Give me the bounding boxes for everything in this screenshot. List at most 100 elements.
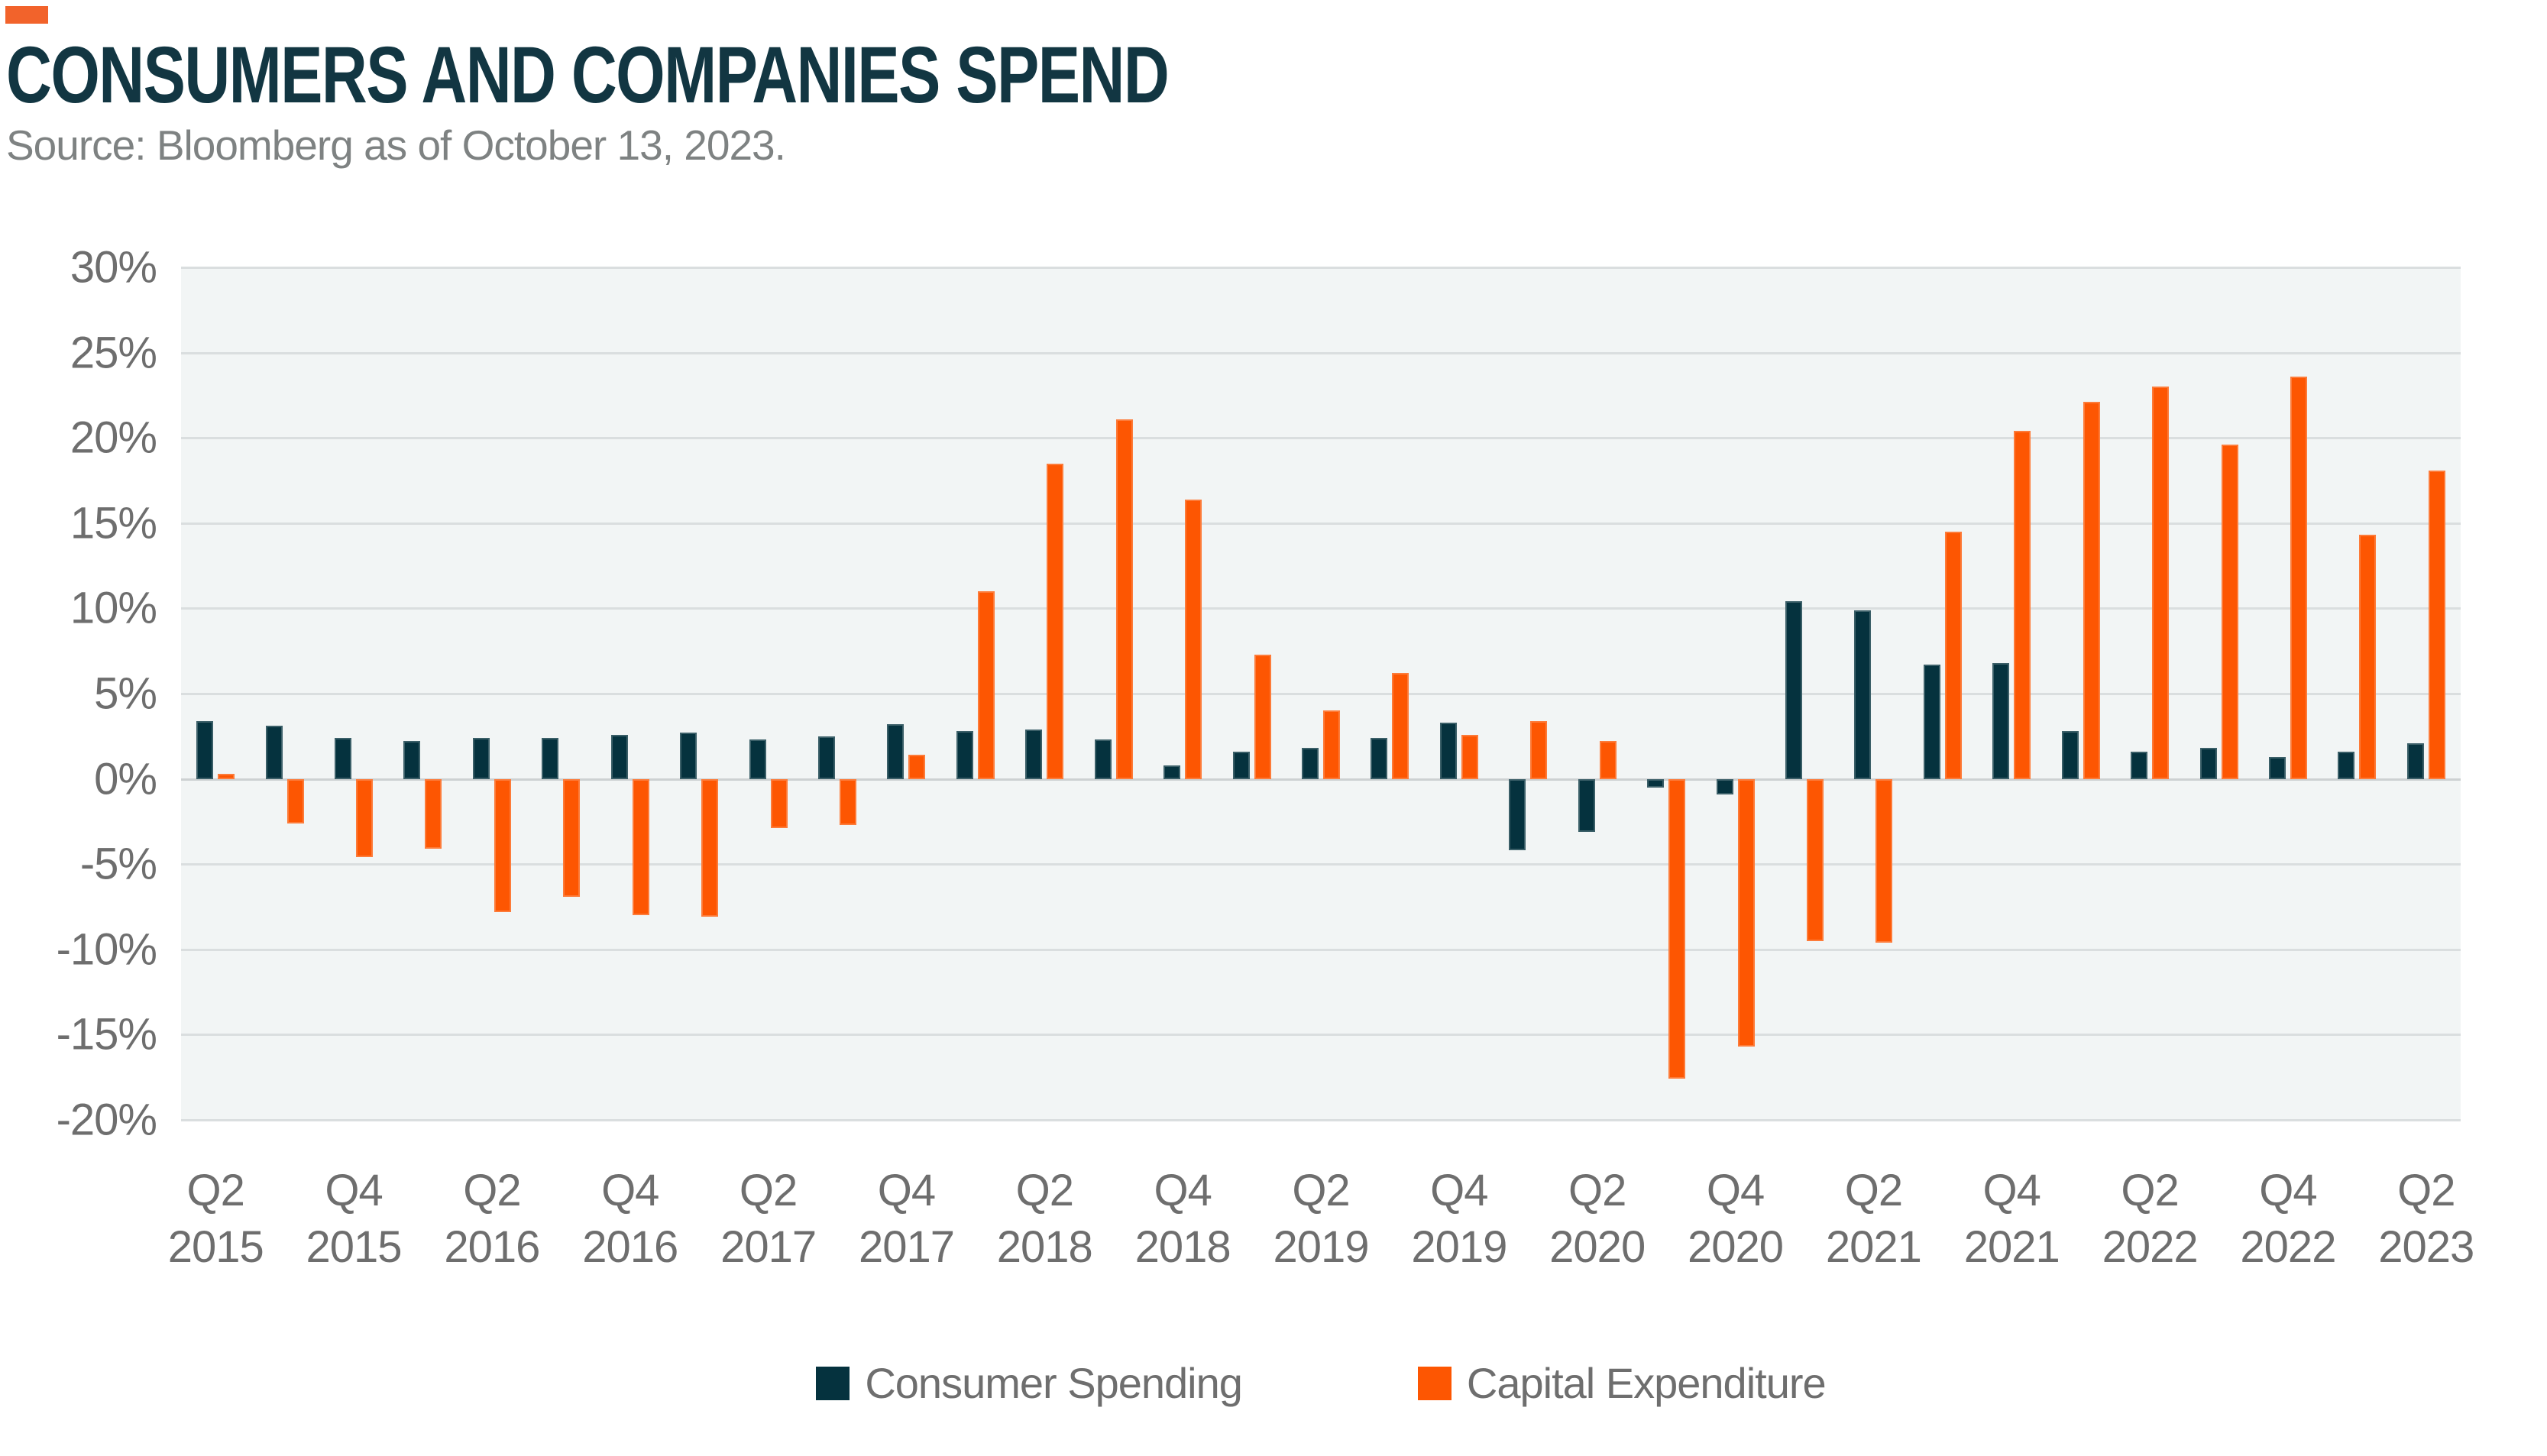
bar-capital-expenditure-q4-2016 — [632, 778, 649, 916]
bar-consumer-spending-q2-2016 — [472, 738, 490, 779]
bar-capital-expenditure-q4-2020 — [1737, 778, 1755, 1047]
legend-label-consumer-spending: Consumer Spending — [865, 1359, 1243, 1407]
bar-capital-expenditure-q2-2016 — [494, 778, 511, 912]
bar-capital-expenditure-q4-2021 — [2014, 431, 2031, 779]
bar-capital-expenditure-q3-2017 — [840, 778, 857, 825]
bar-capital-expenditure-q2-2020 — [1599, 741, 1617, 779]
bar-capital-expenditure-q1-2016 — [425, 778, 442, 849]
x-axis-label-q4-2019: Q4 2019 — [1411, 1166, 1507, 1273]
bar-capital-expenditure-q3-2020 — [1668, 778, 1686, 1079]
bar-consumer-spending-q3-2015 — [265, 726, 283, 779]
bar-consumer-spending-q4-2019 — [1439, 722, 1457, 779]
x-axis-label-q2-2017: Q2 2017 — [720, 1166, 817, 1273]
bar-consumer-spending-q3-2017 — [818, 736, 836, 779]
bar-consumer-spending-q4-2017 — [887, 724, 905, 779]
y-axis-label--5pct: -5% — [79, 839, 157, 889]
consumer-spending-swatch — [816, 1366, 850, 1400]
y-axis-label-30pct: 30% — [70, 242, 157, 293]
y-axis-label-25pct: 25% — [70, 328, 157, 378]
bar-capital-expenditure-q2-2021 — [1875, 778, 1893, 943]
bar-consumer-spending-q4-2020 — [1716, 778, 1733, 794]
y-axis-label-20pct: 20% — [70, 413, 157, 463]
plot-area — [181, 267, 2461, 1121]
x-axis-label-q2-2015: Q2 2015 — [167, 1166, 264, 1273]
bar-capital-expenditure-q2-2023 — [2428, 470, 2445, 779]
y-axis-label--10pct: -10% — [56, 924, 157, 975]
bar-consumer-spending-q4-2016 — [610, 734, 628, 779]
gridline--20% — [181, 1119, 2461, 1121]
bar-consumer-spending-q3-2016 — [542, 738, 559, 779]
bar-capital-expenditure-q1-2023 — [2359, 535, 2377, 779]
bar-consumer-spending-q4-2018 — [1163, 765, 1181, 779]
bar-capital-expenditure-q1-2020 — [1530, 720, 1548, 779]
gridline--15% — [181, 1034, 2461, 1037]
bar-consumer-spending-q2-2015 — [196, 720, 214, 779]
legend: Consumer Spending Capital Expenditure — [181, 1358, 2461, 1408]
bar-capital-expenditure-q3-2022 — [2221, 445, 2238, 779]
bar-capital-expenditure-q4-2022 — [2290, 376, 2307, 779]
bar-consumer-spending-q1-2017 — [680, 733, 697, 779]
bar-consumer-spending-q1-2023 — [2338, 751, 2355, 779]
gridline-5% — [181, 693, 2461, 695]
capital-expenditure-swatch — [1417, 1366, 1451, 1400]
bar-consumer-spending-q1-2019 — [1232, 751, 1250, 779]
source-caption: Source: Bloomberg as of October 13, 2023… — [6, 121, 786, 169]
y-axis-label--20pct: -20% — [56, 1095, 157, 1145]
bar-capital-expenditure-q1-2017 — [701, 778, 719, 917]
bar-capital-expenditure-q1-2019 — [1254, 654, 1271, 779]
gridline--10% — [181, 948, 2461, 951]
bar-capital-expenditure-q1-2022 — [2083, 402, 2100, 779]
bar-consumer-spending-q2-2023 — [2406, 743, 2424, 779]
bar-consumer-spending-q3-2022 — [2199, 748, 2217, 779]
gridline-0% — [181, 778, 2461, 781]
bar-consumer-spending-q2-2018 — [1025, 729, 1043, 779]
x-axis-label-q2-2018: Q2 2018 — [996, 1166, 1093, 1273]
bar-capital-expenditure-q2-2019 — [1323, 710, 1340, 779]
y-axis-label-0pct: 0% — [94, 754, 157, 804]
bar-consumer-spending-q3-2021 — [1923, 665, 1940, 779]
legend-item-consumer-spending: Consumer Spending — [816, 1358, 1243, 1408]
bar-consumer-spending-q3-2020 — [1647, 778, 1665, 788]
y-axis-label-15pct: 15% — [70, 498, 157, 548]
y-axis-label--15pct: -15% — [56, 1009, 157, 1060]
bar-consumer-spending-q2-2021 — [1854, 610, 1872, 779]
legend-item-capital-expenditure: Capital Expenditure — [1417, 1358, 1827, 1408]
y-axis-label-5pct: 5% — [94, 668, 157, 719]
x-axis-label-q2-2023: Q2 2023 — [2378, 1166, 2474, 1273]
bar-consumer-spending-q1-2016 — [403, 741, 421, 779]
gridline-15% — [181, 522, 2461, 525]
bar-consumer-spending-q1-2022 — [2061, 731, 2079, 779]
x-axis-label-q2-2022: Q2 2022 — [2102, 1166, 2199, 1273]
x-axis-label-q4-2018: Q4 2018 — [1134, 1166, 1231, 1273]
bar-capital-expenditure-q4-2015 — [356, 778, 374, 858]
x-axis-label-q4-2015: Q4 2015 — [306, 1166, 403, 1273]
x-axis-label-q2-2020: Q2 2020 — [1549, 1166, 1646, 1273]
brand-accent-bar — [5, 6, 48, 24]
gridline--5% — [181, 863, 2461, 866]
bar-consumer-spending-q2-2017 — [749, 739, 766, 779]
x-axis-label-q4-2016: Q4 2016 — [582, 1166, 678, 1273]
x-axis-label-q4-2022: Q4 2022 — [2240, 1166, 2336, 1273]
bar-consumer-spending-q4-2021 — [1992, 662, 2010, 779]
bar-consumer-spending-q1-2021 — [1785, 601, 1802, 779]
y-axis-label-10pct: 10% — [70, 583, 157, 633]
legend-label-capital-expenditure: Capital Expenditure — [1466, 1359, 1827, 1407]
x-axis-label-q4-2017: Q4 2017 — [858, 1166, 955, 1273]
x-axis-label-q4-2021: Q4 2021 — [1963, 1166, 2060, 1273]
bar-capital-expenditure-q3-2019 — [1392, 673, 1409, 779]
bar-consumer-spending-q3-2019 — [1371, 738, 1388, 779]
bar-capital-expenditure-q1-2021 — [1806, 778, 1824, 941]
bar-capital-expenditure-q2-2018 — [1047, 463, 1064, 779]
bar-consumer-spending-q1-2020 — [1509, 778, 1526, 851]
x-axis-label-q2-2021: Q2 2021 — [1825, 1166, 1922, 1273]
chart-title: CONSUMERS AND COMPANIES SPEND — [6, 31, 1170, 120]
bar-capital-expenditure-q3-2021 — [1944, 531, 1962, 779]
bar-capital-expenditure-q3-2018 — [1115, 419, 1133, 779]
bar-capital-expenditure-q2-2022 — [2152, 387, 2170, 779]
bar-consumer-spending-q4-2015 — [335, 738, 352, 779]
bar-capital-expenditure-q2-2017 — [770, 778, 788, 829]
bar-capital-expenditure-q1-2018 — [977, 591, 995, 779]
bar-capital-expenditure-q4-2019 — [1461, 734, 1478, 779]
bar-consumer-spending-q2-2019 — [1302, 748, 1319, 779]
